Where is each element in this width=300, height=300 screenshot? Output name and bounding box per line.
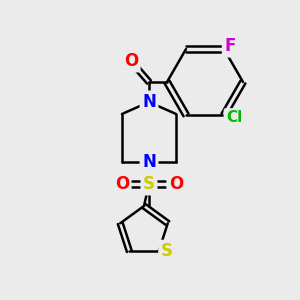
Text: O: O [169, 175, 183, 193]
Text: S: S [161, 242, 173, 260]
Text: N: N [142, 153, 156, 171]
Text: N: N [142, 93, 156, 111]
Text: F: F [224, 37, 236, 55]
Text: S: S [143, 175, 155, 193]
Text: O: O [115, 175, 129, 193]
Text: Cl: Cl [226, 110, 242, 125]
Text: O: O [124, 52, 138, 70]
